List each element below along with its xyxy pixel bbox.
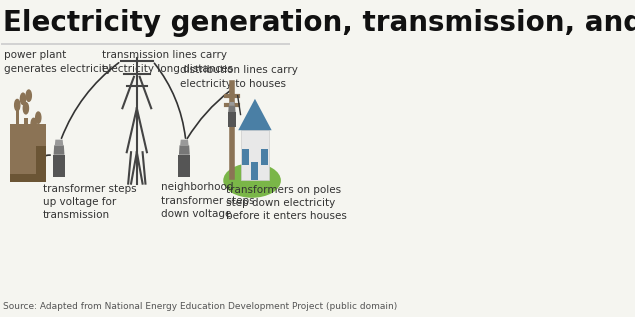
Polygon shape xyxy=(55,140,64,145)
Polygon shape xyxy=(10,124,46,177)
Polygon shape xyxy=(15,108,19,133)
Circle shape xyxy=(36,112,41,123)
Polygon shape xyxy=(261,149,268,165)
Ellipse shape xyxy=(224,163,281,198)
Text: Electricity generation, transmission, and distribution: Electricity generation, transmission, an… xyxy=(3,9,635,37)
Polygon shape xyxy=(228,112,236,127)
Circle shape xyxy=(26,90,31,101)
Polygon shape xyxy=(238,99,272,130)
Polygon shape xyxy=(228,106,236,112)
Polygon shape xyxy=(10,174,46,182)
Text: Source: Adapted from National Energy Education Development Project (public domai: Source: Adapted from National Energy Edu… xyxy=(3,301,397,311)
Circle shape xyxy=(20,93,25,105)
Polygon shape xyxy=(36,146,46,177)
Polygon shape xyxy=(24,118,27,133)
Polygon shape xyxy=(251,162,258,180)
Text: power plant
generates electricity: power plant generates electricity xyxy=(4,50,112,74)
Circle shape xyxy=(31,118,36,130)
Text: transmission lines carry
electricity long distances: transmission lines carry electricity lon… xyxy=(102,50,233,74)
Polygon shape xyxy=(229,102,235,106)
Circle shape xyxy=(15,100,20,111)
Text: neighborhood
transformer steps
down voltage: neighborhood transformer steps down volt… xyxy=(161,182,255,219)
Polygon shape xyxy=(178,155,190,177)
Polygon shape xyxy=(53,155,65,177)
Circle shape xyxy=(23,103,29,114)
Polygon shape xyxy=(242,149,249,165)
Text: transformer steps
up voltage for
transmission: transformer steps up voltage for transmi… xyxy=(43,184,137,220)
Polygon shape xyxy=(179,145,190,155)
Polygon shape xyxy=(241,130,269,180)
Polygon shape xyxy=(180,140,189,145)
Polygon shape xyxy=(32,127,36,133)
Text: distribution lines carry
electricity to houses: distribution lines carry electricity to … xyxy=(180,66,298,89)
Polygon shape xyxy=(53,145,65,155)
Text: transformers on poles
step down electricity
before it enters houses: transformers on poles step down electric… xyxy=(226,185,347,221)
